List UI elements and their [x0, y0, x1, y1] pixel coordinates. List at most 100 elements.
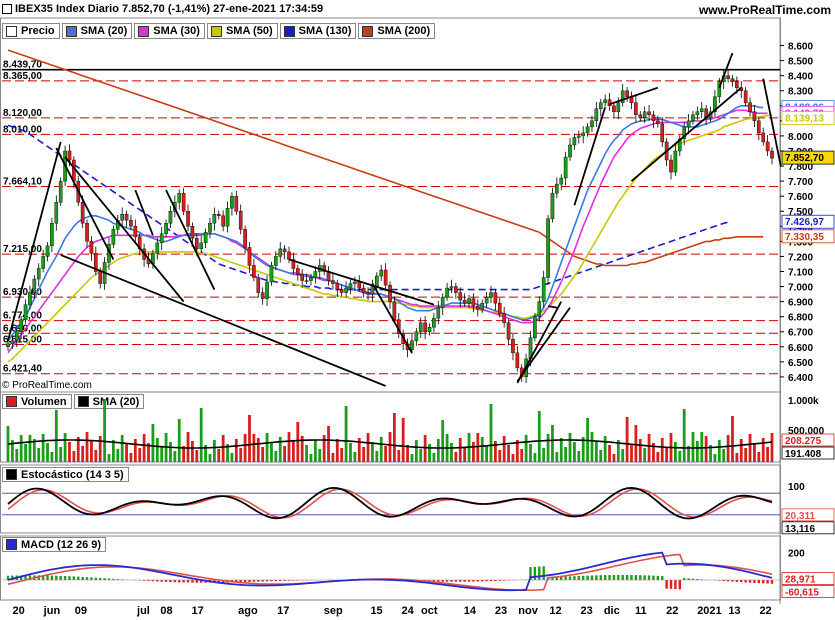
x-tick-label: ago: [238, 605, 258, 617]
macd-histogram-bar: [217, 580, 220, 583]
candle-body: [616, 102, 621, 113]
y-tick-label: 6.500: [788, 358, 813, 369]
trend-line: [516, 307, 571, 382]
macd-histogram-bar: [643, 575, 646, 580]
site-url[interactable]: www.ProRealTime.com: [698, 3, 831, 17]
volume-bar: [37, 448, 41, 462]
volume-bar: [406, 445, 409, 462]
macd-histogram-bar: [235, 580, 238, 583]
volume-bar: [10, 440, 14, 462]
candle-body: [506, 322, 511, 340]
macd-histogram-bar: [682, 578, 686, 580]
macd-histogram-bar: [28, 575, 32, 580]
volume-bar: [191, 441, 194, 462]
volume-bar: [634, 425, 638, 462]
macd-histogram-bar: [55, 575, 58, 580]
candle-body: [533, 316, 537, 338]
candle-body: [603, 99, 607, 103]
macd-histogram-bar: [252, 580, 256, 582]
menu-icon[interactable]: [2, 4, 12, 15]
volume-bar: [419, 449, 423, 462]
legend-item[interactable]: SMA (30): [134, 23, 205, 39]
volume-legend-item[interactable]: Volumen: [2, 394, 72, 409]
volume-bar: [208, 454, 212, 462]
volume-bar: [397, 450, 401, 462]
macd-histogram-bar: [164, 580, 168, 582]
candle-body: [252, 265, 256, 278]
volume-bar: [392, 413, 396, 462]
y-tick-label: 6.900: [788, 298, 813, 309]
volume-bar: [120, 435, 124, 462]
legend-swatch: [138, 25, 150, 37]
macd-histogram-bar: [445, 580, 449, 582]
volume-bar: [283, 446, 287, 462]
volume-bar: [305, 445, 308, 462]
volume-bar: [217, 449, 221, 462]
volume-bar: [436, 439, 440, 462]
macd-histogram-bar: [757, 580, 761, 584]
volume-bar: [24, 444, 27, 462]
candle-body: [282, 248, 287, 253]
candle-body: [410, 340, 414, 351]
x-tick-label: 22: [759, 605, 771, 617]
macd-histogram-bar: [678, 580, 681, 590]
volume-bar: [50, 452, 54, 462]
macd-histogram-bar: [595, 575, 598, 580]
legend-item[interactable]: SMA (20): [61, 23, 133, 39]
legend-item[interactable]: Precio: [2, 23, 60, 39]
macd-histogram-bar: [463, 580, 466, 582]
candle-body: [72, 159, 76, 182]
volume-bar: [533, 453, 537, 462]
volume-bar: [524, 435, 528, 462]
candle-body: [502, 313, 506, 323]
macd-histogram-bar: [564, 576, 567, 580]
candle-body: [656, 120, 660, 125]
volume-value-box: [781, 446, 835, 460]
macd-histogram-bar: [669, 580, 673, 589]
macd-histogram-bar: [72, 576, 76, 580]
macd-histogram-bar: [555, 577, 559, 580]
volume-bar: [520, 449, 524, 462]
volume-bar: [204, 445, 207, 462]
trend-line: [609, 86, 659, 106]
volume-bar: [564, 447, 568, 462]
y-tick-label: 8.400: [788, 72, 813, 83]
stochastic-value-box: [781, 508, 835, 522]
stochastic-legend-item[interactable]: Estocástico (14 3 5): [2, 467, 129, 482]
macd-histogram-bar: [41, 575, 45, 580]
legend-label: SMA (200): [377, 25, 431, 37]
stochastic-panel-frame: [0, 464, 781, 534]
candle-body: [375, 275, 379, 287]
candle-body: [598, 102, 603, 109]
value-label: 7.426,97: [785, 217, 824, 228]
macd-histogram-bar: [560, 576, 563, 580]
legend-item[interactable]: SMA (50): [206, 23, 278, 39]
volume-bar: [770, 433, 774, 462]
macd-legend-item[interactable]: MACD (12 26 9): [2, 537, 107, 552]
volume-bar: [195, 450, 199, 462]
x-tick-label: 2021: [697, 605, 721, 617]
candle-body: [594, 108, 599, 122]
volume-bar: [270, 442, 273, 462]
volume-bar: [608, 445, 611, 462]
candle-body: [357, 281, 362, 289]
macd-histogram-bar: [11, 575, 14, 580]
legend-item[interactable]: SMA (130): [279, 23, 357, 39]
x-tick-label: 22: [666, 605, 678, 617]
candle-body: [120, 214, 124, 221]
volume-bar: [19, 435, 23, 462]
macd-histogram-bar: [120, 579, 124, 580]
candle-body: [6, 343, 10, 348]
macd-panel-frame: [0, 535, 781, 601]
macd-value-box: [781, 572, 835, 585]
x-tick-label: 15: [370, 605, 382, 617]
candle-body: [432, 317, 436, 328]
candle-body: [546, 218, 550, 278]
macd-histogram-bar: [50, 575, 54, 580]
macd-histogram-bar: [726, 580, 730, 582]
macd-histogram-bar: [647, 575, 651, 580]
legend-item[interactable]: SMA (200): [358, 23, 436, 39]
volume-bar: [169, 442, 172, 462]
candle-body: [361, 287, 366, 293]
